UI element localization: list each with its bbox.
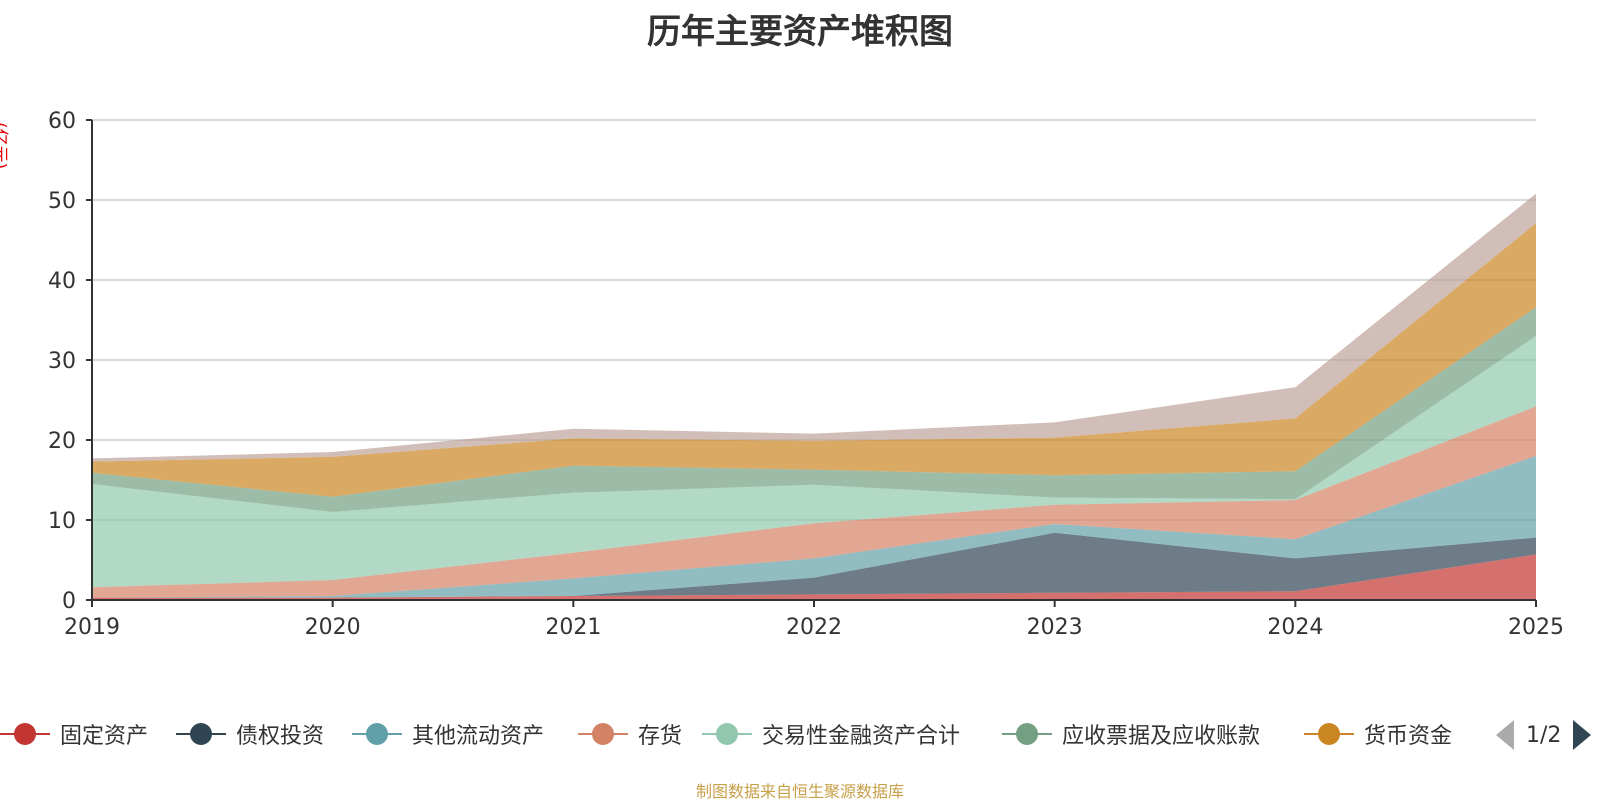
legend-next-page-icon[interactable]: [1573, 720, 1592, 750]
legend-pager: 1/2: [1496, 718, 1592, 752]
legend-item-5[interactable]: 应收票据及应收账款: [1002, 714, 1260, 754]
legend-label: 应收票据及应收账款: [1062, 724, 1261, 749]
legend: 固定资产 债权投资 其他流动资产 存货 交易性金融资产合计 应收票据及应收账款 货币资金: [0, 714, 1600, 754]
legend-label: 其他流动资产: [412, 724, 545, 749]
legend-prev-page-icon[interactable]: [1496, 720, 1514, 750]
x-tick-label: 2023: [1027, 615, 1083, 640]
legend-item-3[interactable]: 存货: [578, 714, 682, 754]
legend-item-2[interactable]: 其他流动资产: [352, 714, 544, 754]
legend-item-4[interactable]: 交易性金融资产合计: [702, 714, 960, 754]
legend-marker-icon: [176, 722, 226, 746]
stacked-area-plot: 0 10 20 30 40 50 60 2019 2020 2021 2022 2023 2024 202…: [48, 109, 1564, 640]
area-series-2[interactable]: [92, 456, 1536, 598]
legend-marker-icon: [578, 722, 628, 746]
area-series-5[interactable]: [92, 307, 1536, 512]
legend-marker-icon: [0, 722, 50, 746]
y-tick-label: 60: [48, 109, 76, 134]
legend-label: 存货: [638, 724, 683, 749]
x-tick-label: 2021: [545, 615, 601, 640]
area-series-1[interactable]: [92, 532, 1536, 598]
legend-item-1[interactable]: 债权投资: [176, 714, 324, 754]
y-tick-label: 50: [48, 189, 76, 214]
legend-item-0[interactable]: 固定资产: [0, 714, 148, 754]
y-tick-label: 0: [62, 589, 76, 614]
x-tick-label: 2020: [305, 615, 361, 640]
x-tick-label: 2025: [1508, 615, 1564, 640]
legend-page-indicator: 1/2: [1526, 722, 1562, 748]
y-tick-label: 10: [48, 509, 76, 534]
source-note: 制图数据来自恒生聚源数据库: [695, 782, 904, 801]
legend-label: 债权投资: [236, 724, 325, 749]
y-tick-label: 40: [48, 269, 76, 294]
x-tick-label: 2022: [786, 615, 842, 640]
area-series: [92, 193, 1536, 600]
area-series-3[interactable]: [92, 406, 1536, 598]
legend-marker-icon: [702, 722, 752, 746]
chart-title: 历年主要资产堆积图: [647, 12, 953, 52]
area-series-0[interactable]: [92, 554, 1536, 600]
legend-label: 货币资金: [1364, 724, 1453, 749]
legend-item-6[interactable]: 货币资金: [1304, 714, 1452, 754]
legend-marker-icon: [1304, 722, 1354, 746]
axes: 0 10 20 30 40 50 60 2019 2020 2021 2022 2023 2024 202…: [48, 109, 1564, 640]
area-series-6[interactable]: [92, 223, 1536, 497]
area-series-4[interactable]: [92, 336, 1536, 588]
y-tick-label: 30: [48, 349, 76, 374]
x-tick-label: 2019: [64, 615, 120, 640]
legend-label: 固定资产: [60, 724, 149, 749]
y-tick-label: 20: [48, 429, 76, 454]
legend-marker-icon: [352, 722, 402, 746]
legend-marker-icon: [1002, 722, 1052, 746]
legend-label: 交易性金融资产合计: [762, 724, 961, 749]
x-tick-label: 2024: [1267, 615, 1323, 640]
